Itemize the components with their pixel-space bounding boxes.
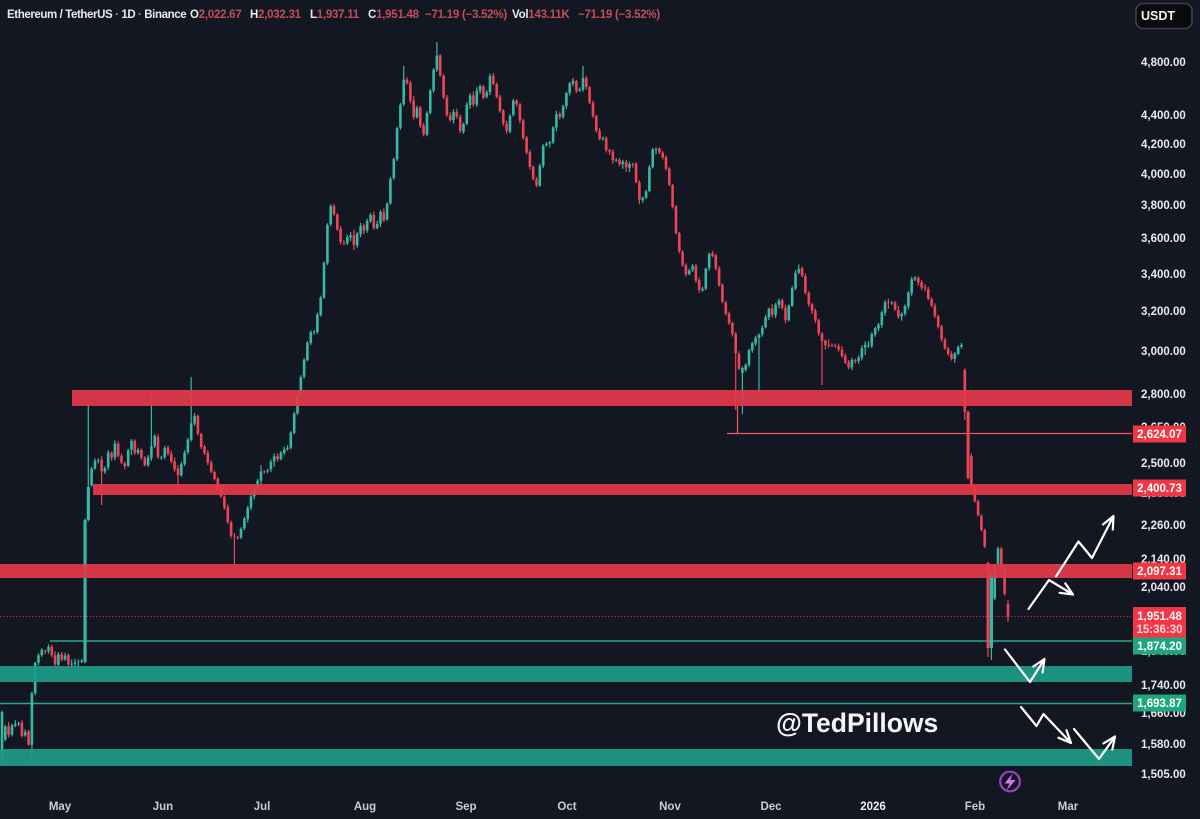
- svg-text:2026: 2026: [860, 801, 886, 813]
- svg-text:Ethereum / TetherUS · 1D · Bin: Ethereum / TetherUS · 1D · Binance: [7, 9, 186, 21]
- svg-text:1,740.00: 1,740.00: [1141, 680, 1186, 692]
- svg-text:3,400.00: 3,400.00: [1141, 269, 1186, 281]
- svg-text:4,000.00: 4,000.00: [1141, 169, 1186, 181]
- svg-text:Feb: Feb: [965, 801, 985, 813]
- svg-text:2,800.00: 2,800.00: [1141, 389, 1186, 401]
- svg-text:1,951.48: 1,951.48: [1137, 611, 1182, 623]
- svg-text:2,400.73: 2,400.73: [1137, 483, 1182, 495]
- svg-text:USDT: USDT: [1141, 9, 1175, 23]
- svg-text:2,500.00: 2,500.00: [1141, 458, 1186, 470]
- svg-text:Jun: Jun: [153, 801, 173, 813]
- svg-text:Oct: Oct: [557, 801, 576, 813]
- svg-text:Aug: Aug: [354, 801, 376, 813]
- svg-text:3,800.00: 3,800.00: [1141, 200, 1186, 212]
- svg-text:1,874.20: 1,874.20: [1137, 641, 1182, 653]
- svg-text:2,097.31: 2,097.31: [1137, 566, 1182, 578]
- svg-text:2,040.00: 2,040.00: [1141, 582, 1186, 594]
- svg-text:15:36:30: 15:36:30: [1136, 624, 1182, 636]
- svg-text:Dec: Dec: [760, 801, 782, 813]
- svg-text:2,260.00: 2,260.00: [1141, 520, 1186, 532]
- svg-text:Nov: Nov: [659, 801, 681, 813]
- svg-text:1,693.87: 1,693.87: [1137, 698, 1182, 710]
- svg-text:May: May: [49, 801, 72, 813]
- svg-text:Jul: Jul: [254, 801, 271, 813]
- svg-text:3,600.00: 3,600.00: [1141, 233, 1186, 245]
- svg-text:3,200.00: 3,200.00: [1141, 306, 1186, 318]
- svg-text:3,000.00: 3,000.00: [1141, 346, 1186, 358]
- svg-text:4,400.00: 4,400.00: [1141, 110, 1186, 122]
- svg-text:4,200.00: 4,200.00: [1141, 139, 1186, 151]
- svg-text:4,800.00: 4,800.00: [1141, 57, 1186, 69]
- svg-text:Sep: Sep: [455, 801, 476, 813]
- svg-text:1,505.00: 1,505.00: [1141, 769, 1186, 781]
- svg-text:@TedPillows: @TedPillows: [776, 708, 938, 738]
- svg-text:Mar: Mar: [1058, 801, 1079, 813]
- svg-text:2,624.07: 2,624.07: [1137, 429, 1182, 441]
- svg-text:1,580.00: 1,580.00: [1141, 739, 1186, 751]
